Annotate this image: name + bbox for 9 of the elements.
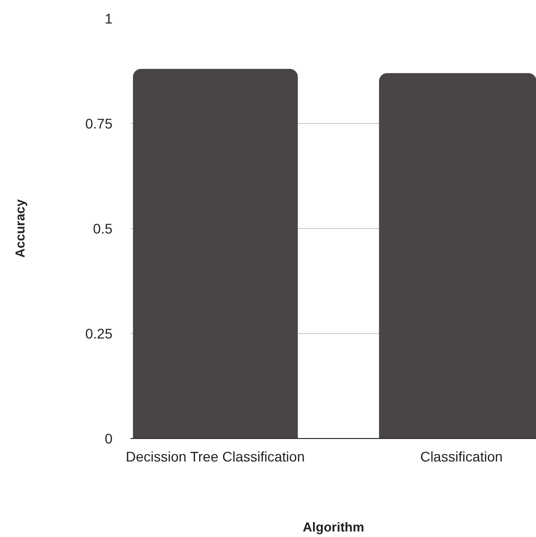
y-tick-label: 0 <box>104 430 113 446</box>
y-tick-label: 0.5 <box>93 220 113 236</box>
x-axis-title: Algorithm <box>302 520 364 534</box>
y-axis-title: Accuracy <box>12 198 28 258</box>
x-tick-label: Decission Tree Classification <box>126 448 305 464</box>
y-tick-label: 1 <box>104 10 113 26</box>
y-tick-label: 0.25 <box>85 326 113 342</box>
x-tick-label: Classification <box>420 448 503 464</box>
y-tick-label: 0.75 <box>85 116 113 132</box>
